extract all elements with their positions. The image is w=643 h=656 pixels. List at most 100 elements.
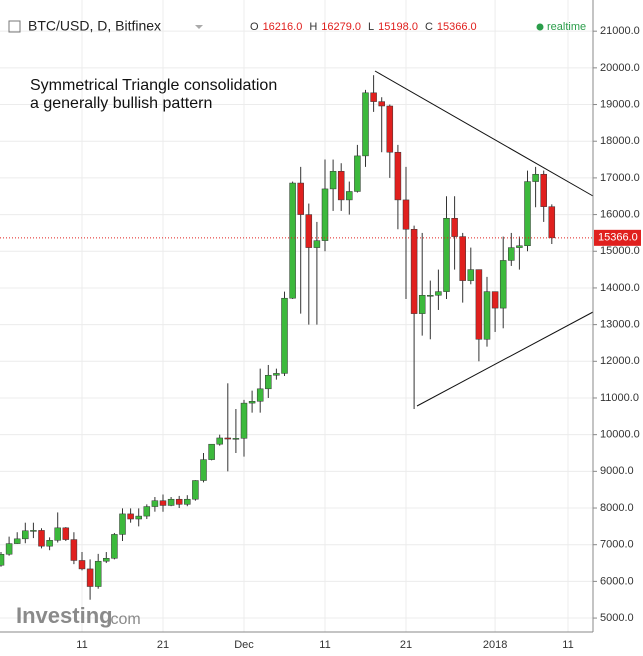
y-tick-label: 20000.0 xyxy=(600,62,640,74)
candle-body xyxy=(524,181,531,247)
candle-body xyxy=(103,558,110,562)
candle-body xyxy=(119,513,126,535)
y-tick-label: 10000.0 xyxy=(600,429,640,441)
ohlc-value: 15366.0 xyxy=(437,21,477,33)
candle-body xyxy=(70,539,78,561)
candle-body xyxy=(143,506,151,517)
realtime-dot xyxy=(536,23,544,31)
candle-body xyxy=(467,269,475,281)
candle-body xyxy=(224,437,232,440)
ohlc-key: H xyxy=(309,21,317,33)
candle-body xyxy=(248,401,256,404)
candle-body xyxy=(200,459,207,481)
candle-body xyxy=(159,500,167,506)
ohlc-value: 16279.0 xyxy=(321,21,361,33)
candle-body xyxy=(378,101,385,107)
candle-body xyxy=(427,295,434,297)
candle-body xyxy=(313,240,321,248)
candle-body xyxy=(240,402,248,439)
x-tick-label: 21 xyxy=(400,639,412,651)
candle-body xyxy=(13,538,21,544)
candle-body xyxy=(305,214,313,248)
y-tick-label: 5000.0 xyxy=(600,612,634,624)
candle-body xyxy=(62,527,70,540)
candle-body xyxy=(483,291,491,340)
triangle-lower-line xyxy=(416,311,594,407)
y-tick-label: 19000.0 xyxy=(600,98,640,110)
x-tick-label: Dec xyxy=(234,639,254,651)
y-tick-label: 17000.0 xyxy=(600,172,640,184)
candle-body xyxy=(491,291,499,309)
candle-body xyxy=(321,188,329,241)
candle-body xyxy=(459,236,466,281)
y-tick-label: 11000.0 xyxy=(600,392,639,404)
ohlc-key: O xyxy=(250,21,259,33)
annotation: Symmetrical Triangle consolidation xyxy=(30,77,277,94)
y-tick-label: 15000.0 xyxy=(600,245,640,257)
candle-body xyxy=(281,297,288,374)
candle-body xyxy=(386,105,394,153)
candle-body xyxy=(5,543,13,555)
realtime-label: realtime xyxy=(547,21,586,33)
candle-body xyxy=(78,560,86,570)
candle-body xyxy=(192,480,199,500)
candle-body xyxy=(94,560,102,587)
candle-body xyxy=(499,260,507,309)
x-tick-label: 11 xyxy=(76,639,87,651)
x-tick-label: 11 xyxy=(562,639,573,651)
candle-body xyxy=(22,530,29,540)
ohlc-key: C xyxy=(425,21,433,33)
candle-body xyxy=(273,373,280,376)
candle-body xyxy=(208,443,215,460)
watermark-suffix: .com xyxy=(106,611,141,628)
y-tick-label: 13000.0 xyxy=(600,319,640,331)
candle-body xyxy=(54,527,61,541)
candle-body xyxy=(127,513,134,520)
x-tick-label: 11 xyxy=(319,639,330,651)
annotation: a generally bullish pattern xyxy=(30,95,212,112)
candle-body xyxy=(435,291,442,296)
candle-body xyxy=(540,173,547,207)
candle-body xyxy=(167,498,175,506)
candle-body xyxy=(111,534,118,559)
candle-body xyxy=(410,229,418,314)
candle-body xyxy=(0,553,5,566)
candle-body xyxy=(370,92,377,102)
y-tick-label: 6000.0 xyxy=(600,575,634,587)
candle-body xyxy=(346,191,353,201)
candle-body xyxy=(232,438,240,440)
candle-body xyxy=(256,388,264,402)
candle-body xyxy=(354,155,361,192)
candle-body xyxy=(38,530,45,547)
symbol-title: BTC/USD, D, Bitfinex xyxy=(28,18,161,34)
y-tick-label: 16000.0 xyxy=(600,208,640,220)
candle-body xyxy=(418,295,426,314)
candle-body xyxy=(532,173,539,182)
candle-body xyxy=(86,568,94,587)
collapse-icon[interactable] xyxy=(8,20,21,33)
candle-body xyxy=(297,182,304,215)
y-tick-label: 14000.0 xyxy=(600,282,640,294)
triangle-upper-line xyxy=(374,70,594,197)
dropdown-arrow[interactable] xyxy=(195,25,203,29)
candle-body xyxy=(516,245,523,248)
candle-body xyxy=(30,530,37,532)
candle-body xyxy=(289,182,296,299)
y-tick-label: 9000.0 xyxy=(600,465,634,477)
candle-body xyxy=(443,217,450,292)
ohlc-value: 16216.0 xyxy=(263,21,303,33)
candle-body xyxy=(508,247,515,261)
x-tick-label: 21 xyxy=(157,639,169,651)
candle-body xyxy=(451,217,458,237)
y-tick-label: 7000.0 xyxy=(600,539,634,551)
grid xyxy=(0,0,593,632)
ohlc-value: 15198.0 xyxy=(378,21,418,33)
candle-body xyxy=(46,540,53,547)
candle-body xyxy=(402,199,410,230)
candle-body xyxy=(151,500,159,507)
candle-body xyxy=(135,515,142,520)
y-tick-label: 18000.0 xyxy=(600,135,640,147)
candle-body xyxy=(175,498,183,505)
